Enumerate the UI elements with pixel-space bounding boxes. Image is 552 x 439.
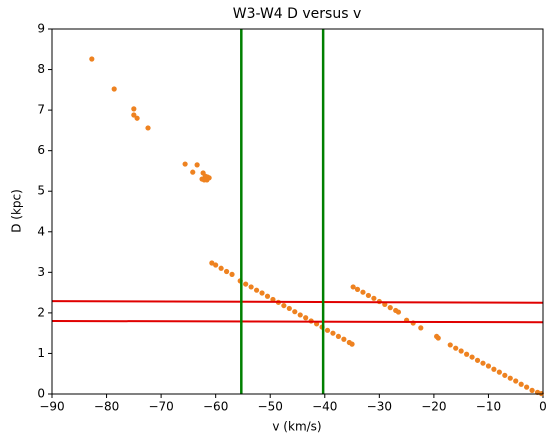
point [365,292,372,299]
point [447,342,453,348]
point [194,162,200,168]
point [303,315,309,321]
x-tick-label: −80 [94,400,119,414]
reference-line [51,300,544,304]
point [297,312,303,318]
point [270,296,276,303]
x-tick-label: −10 [476,400,501,414]
point [145,125,151,131]
point [502,372,508,378]
y-tick-label: 6 [37,143,45,157]
point [474,357,481,363]
x-tick-label: 0 [539,400,547,414]
point [371,295,377,301]
point [469,354,475,360]
point [111,86,117,92]
point [286,305,292,312]
point [435,335,441,341]
y-tick-label: 2 [37,305,45,319]
point [248,284,254,290]
plot-frame [51,28,544,395]
point [324,327,331,333]
y-tick-label: 5 [37,184,45,198]
point [190,169,196,175]
point [204,177,210,183]
point [354,286,361,292]
point [458,348,464,354]
point [491,366,497,372]
x-tick-label: −70 [148,400,173,414]
point [335,333,342,340]
point [513,378,519,384]
y-tick-label: 4 [37,224,45,238]
y-tick-label: 9 [37,22,45,36]
y-tick-label: 3 [37,265,45,279]
reference-line [51,320,544,324]
x-tick-label: −60 [203,400,228,414]
point [507,375,513,381]
point [464,351,470,357]
point [281,302,287,309]
point [131,112,137,118]
point [496,369,502,375]
point [524,384,530,390]
chart-title: W3-W4 D versus v [233,6,362,22]
point [529,387,535,393]
point [360,289,366,295]
point [209,260,215,266]
y-tick-label: 0 [37,387,45,401]
point [330,330,336,336]
point [243,281,249,287]
point [485,363,492,369]
point [387,305,393,311]
point [134,115,140,121]
point [182,161,188,167]
point [453,345,459,351]
y-tick-label: 8 [37,62,45,76]
point [253,287,260,293]
point [349,341,355,347]
y-tick-label: 7 [37,103,45,117]
x-tick-label: −30 [367,400,392,414]
point [292,309,298,315]
point [350,284,356,290]
point [518,381,524,387]
x-tick-label: −50 [258,400,283,414]
point [131,106,137,112]
x-axis-label: v (km/s) [272,420,321,434]
y-axis-label: D (kpc) [10,189,24,233]
point [480,360,486,366]
x-tick-label: −40 [312,400,337,414]
x-tick-label: −90 [39,400,64,414]
point [229,271,235,277]
point [223,268,230,275]
point [341,336,347,342]
point [89,56,95,62]
point [218,265,224,271]
x-tick-label: −20 [421,400,446,414]
y-tick-label: 1 [37,346,45,360]
point [213,262,219,268]
point [259,290,265,296]
point [264,293,271,299]
point [395,309,402,315]
point [418,325,424,331]
